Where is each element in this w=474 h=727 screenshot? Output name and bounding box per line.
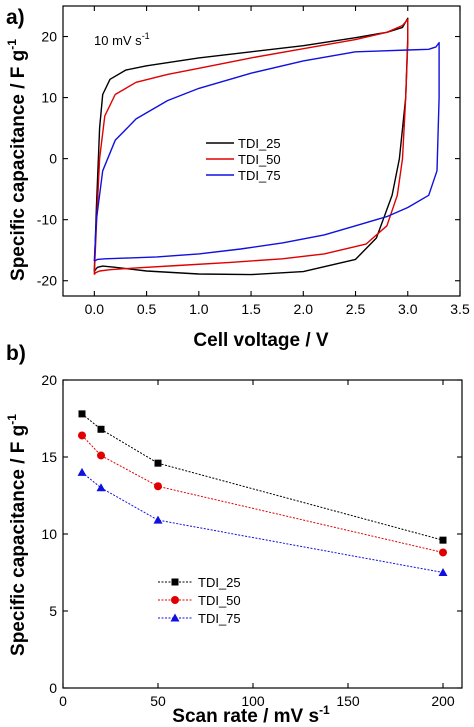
panel-a-frame	[62, 5, 461, 297]
panel-b-data-point	[153, 515, 163, 524]
panel-a-legend-label: TDI_50	[238, 152, 281, 167]
panel-a-x-tick-label: 2.5	[346, 301, 366, 317]
panel-a-series-line	[93, 18, 409, 275]
panel-b-plot: 0 50 100 150 200 0 5 10 15 20 TDI_25 TDI_50 TDI_75	[41, 372, 463, 709]
panel-b-series-line	[81, 435, 444, 553]
panel-b-y-tick-label: 20	[41, 372, 57, 388]
panel-b-legend-marker	[171, 596, 179, 604]
panel-b-data-point	[96, 483, 106, 492]
panel-b-x-tick-label: 100	[241, 693, 265, 709]
panel-a-y-tick-label: -10	[37, 212, 57, 228]
panel-a-y-tick-label: 10	[41, 90, 57, 106]
panel-b-series-line	[81, 413, 444, 541]
panel-a-x-tick-label: 3.0	[398, 301, 418, 317]
panel-a-x-tick-label: 0.0	[85, 301, 105, 317]
panel-b-data-point	[97, 425, 105, 433]
panel-b-data-point	[97, 451, 105, 460]
panel-a-y-tick-label: 0	[49, 151, 57, 167]
panel-a-x-axis-title: Cell voltage / V	[193, 330, 328, 351]
panel-b-x-tick-label: 150	[336, 693, 360, 709]
panel-b-data-point	[439, 548, 447, 557]
panel-b-data-point	[77, 467, 87, 476]
panel-a-y-axis-title: Specific capacitance / F g-1	[5, 39, 29, 281]
panel-b-data-point	[154, 482, 162, 491]
panel-a-x-tick-label: 1.5	[241, 301, 261, 317]
panel-a-y-tick-label: 20	[41, 29, 57, 45]
panel-a-x-tick-label: 3.5	[450, 301, 470, 317]
panel-b-legend-label: TDI_25	[198, 575, 241, 590]
panel-b-series-line	[81, 472, 444, 573]
panel-b-data-point	[78, 431, 86, 440]
panel-a-x-tick-label: 2.0	[294, 301, 314, 317]
panel-a-legend-label: TDI_25	[238, 136, 281, 151]
panel-b-y-tick-label: 15	[41, 449, 57, 465]
panel-a-plot: 0.0 0.5 1.0 1.5 2.0 2.5 3.0 3.5 -20 -10 0 10 20 TDI_2…	[37, 5, 470, 317]
panel-b-data-point	[439, 536, 447, 544]
panel-a-label: a)	[6, 6, 25, 29]
panel-b-x-tick-label: 50	[150, 693, 166, 709]
panel-b-legend-label: TDI_50	[198, 593, 241, 608]
panel-b-y-tick-label: 10	[41, 526, 57, 542]
panel-b-y-tick-label: 5	[49, 603, 57, 619]
panel-b-frame	[62, 379, 463, 689]
panel-a-legend-label: TDI_75	[238, 168, 281, 183]
panel-b-y-axis-title: Specific capacitance / F g-1	[5, 414, 29, 656]
panel-b-legend-label: TDI_75	[198, 611, 241, 626]
panel-b-legend-marker	[171, 578, 179, 586]
panel-b-x-tick-label: 0	[59, 693, 67, 709]
panel-b-legend-marker	[170, 613, 180, 622]
panel-b-x-axis-title: Scan rate / mV s-1	[172, 703, 330, 727]
panel-a-x-tick-label: 0.5	[137, 301, 157, 317]
panel-b-data-point	[154, 459, 162, 467]
panel-a-y-tick-label: -20	[37, 273, 57, 289]
panel-a-x-tick-label: 1.0	[189, 301, 209, 317]
panel-b-label: b)	[6, 342, 26, 365]
panel-b-data-point	[438, 568, 448, 576]
panel-b-y-tick-label: 0	[49, 680, 57, 696]
panel-b-x-tick-label: 200	[431, 693, 455, 709]
panel-a-series-line	[93, 41, 440, 262]
panel-a-annotation: 10 mV s-1	[94, 31, 150, 48]
panel-b-data-point	[78, 410, 86, 418]
